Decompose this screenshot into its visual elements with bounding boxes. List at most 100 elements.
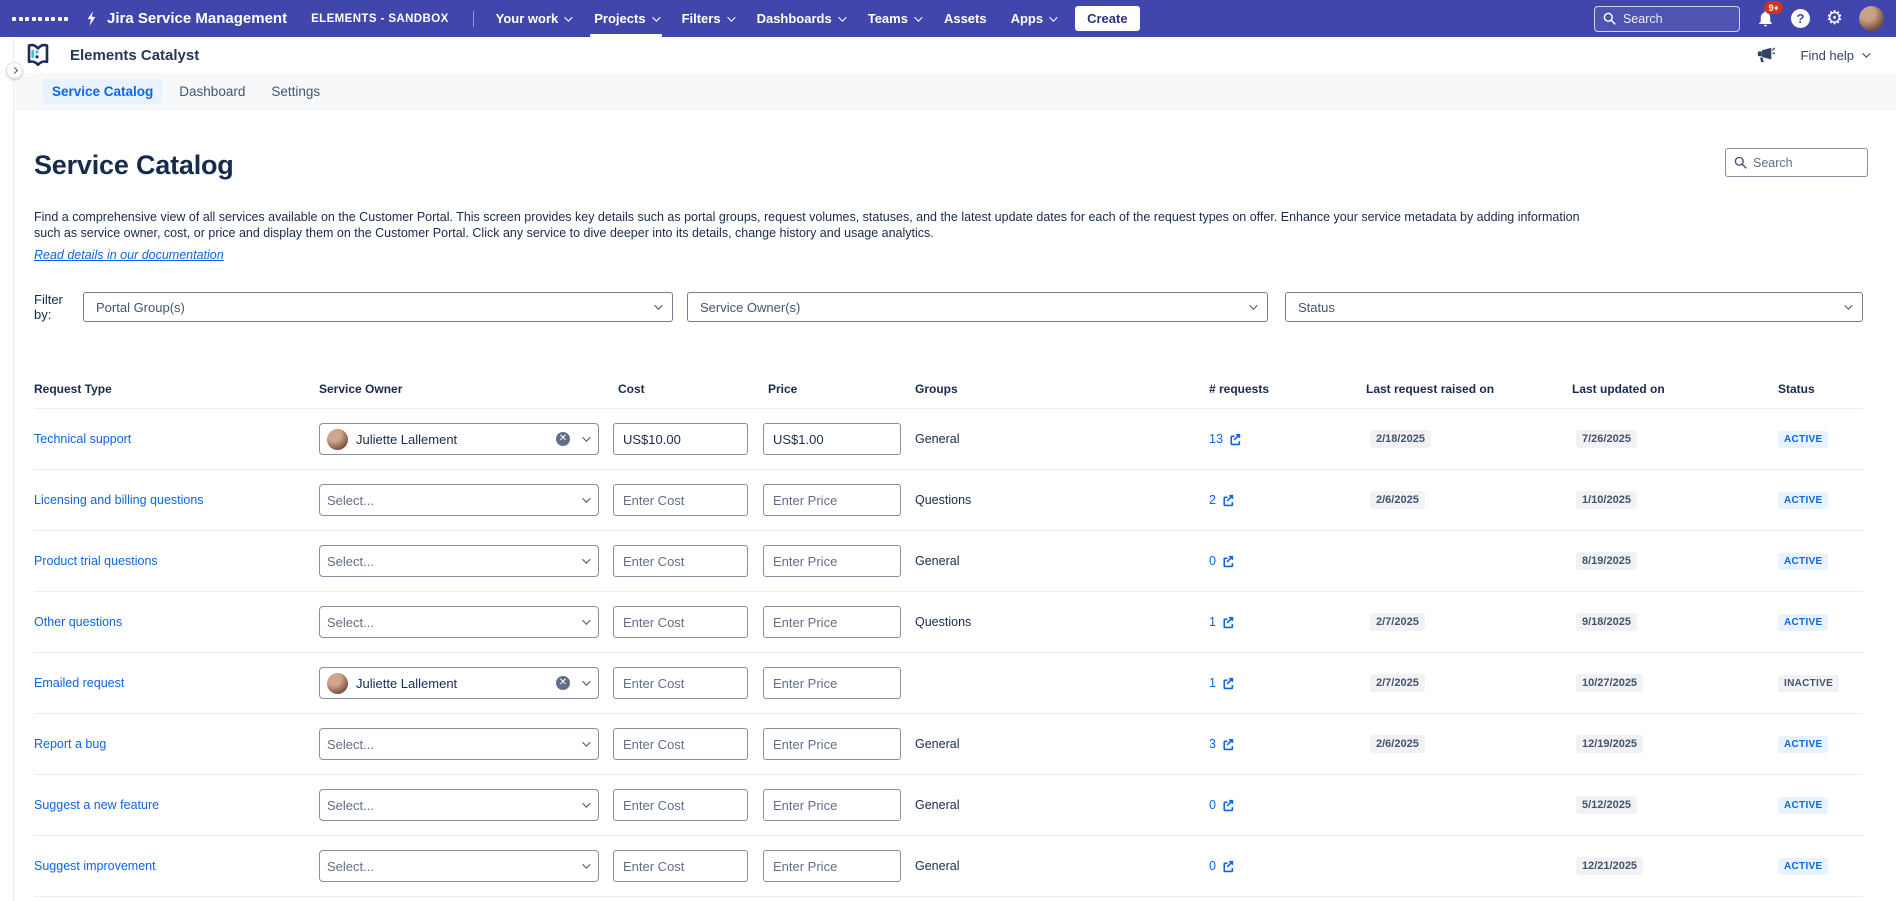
cost-input[interactable] [613, 728, 748, 760]
request-count-link[interactable]: 3 [1209, 737, 1234, 751]
price-input[interactable] [763, 484, 901, 516]
cost-input[interactable] [613, 789, 748, 821]
service-owner-select[interactable]: Juliette Lallement ✕ [319, 423, 599, 455]
status-filter[interactable]: Status [1284, 292, 1863, 322]
help-button[interactable]: ? [1790, 9, 1810, 28]
clear-owner-icon[interactable]: ✕ [556, 432, 570, 446]
expand-sidebar-button[interactable] [6, 62, 23, 79]
catalog-search[interactable] [1725, 148, 1868, 177]
external-link-icon [1223, 494, 1234, 506]
status-badge: ACTIVE [1778, 491, 1829, 509]
request-type-link[interactable]: Licensing and billing questions [34, 493, 204, 507]
create-button[interactable]: Create [1075, 6, 1140, 31]
service-owner-select[interactable]: Select... ✕ [319, 545, 599, 577]
request-count-link[interactable]: 1 [1209, 676, 1234, 690]
cost-input[interactable] [613, 423, 748, 455]
service-owner-select[interactable]: Select... ✕ [319, 606, 599, 638]
service-owner-select[interactable]: Select... ✕ [319, 789, 599, 821]
user-avatar[interactable] [1859, 6, 1884, 31]
tab-service-catalog[interactable]: Service Catalog [43, 78, 163, 104]
request-count-link[interactable]: 1 [1209, 615, 1234, 629]
owner-value: Juliette Lallement [356, 431, 458, 447]
price-input[interactable] [763, 667, 901, 699]
price-input[interactable] [763, 423, 901, 455]
price-input[interactable] [763, 850, 901, 882]
nav-item-filters[interactable]: Filters [670, 0, 745, 37]
external-link-icon [1223, 555, 1234, 567]
request-count-link[interactable]: 0 [1209, 798, 1234, 812]
nav-item-teams[interactable]: Teams [856, 0, 932, 37]
groups-value: Questions [915, 493, 972, 507]
price-input[interactable] [763, 545, 901, 577]
owner-value: Select... [327, 797, 374, 813]
request-type-link[interactable]: Technical support [34, 432, 132, 446]
service-owner-select[interactable]: Select... ✕ [319, 484, 599, 516]
request-type-link[interactable]: Emailed request [34, 676, 125, 690]
last-updated-value: 5/12/2025 [1576, 796, 1637, 814]
catalog-search-input[interactable] [1753, 155, 1859, 170]
request-count-value: 1 [1209, 615, 1216, 629]
request-count-link[interactable]: 0 [1209, 554, 1234, 568]
app-switcher-icon[interactable] [12, 16, 68, 21]
notifications-button[interactable]: 9+ [1756, 1, 1784, 28]
nav-item-projects[interactable]: Projects [582, 0, 669, 37]
price-input[interactable] [763, 789, 901, 821]
request-count-value: 13 [1209, 432, 1223, 446]
request-type-link[interactable]: Suggest improvement [34, 859, 156, 873]
cost-input[interactable] [613, 606, 748, 638]
service-owner-select[interactable]: Juliette Lallement ✕ [319, 667, 599, 699]
groups-value: General [915, 554, 960, 568]
cost-input[interactable] [613, 667, 748, 699]
request-count-value: 0 [1209, 554, 1216, 568]
owner-value: Select... [327, 614, 374, 630]
col-header-last-request-raised: Last request raised on [1366, 382, 1495, 396]
global-search-input[interactable] [1622, 11, 1731, 26]
global-search[interactable] [1593, 5, 1740, 32]
owner-avatar [327, 428, 348, 450]
request-count-link[interactable]: 13 [1209, 432, 1241, 446]
chevron-down-icon [582, 799, 591, 808]
megaphone-icon[interactable] [1755, 46, 1775, 64]
table-row: Select... ✕ [34, 897, 1863, 901]
documentation-link[interactable]: Read details in our documentation [34, 248, 224, 262]
external-link-icon [1223, 860, 1234, 872]
request-type-link[interactable]: Report a bug [34, 737, 107, 751]
service-owner-filter[interactable]: Service Owner(s) [686, 292, 1268, 322]
help-icon: ? [1790, 9, 1810, 28]
nav-item-your-work[interactable]: Your work [484, 0, 583, 37]
request-count-link[interactable]: 2 [1209, 493, 1234, 507]
last-updated-value: 8/19/2025 [1576, 552, 1637, 570]
tab-settings[interactable]: Settings [271, 83, 321, 99]
cost-input[interactable] [613, 545, 748, 577]
service-owner-select[interactable]: Select... ✕ [319, 728, 599, 760]
portal-group-filter[interactable]: Portal Group(s) [83, 292, 673, 322]
price-input[interactable] [763, 728, 901, 760]
request-count-link[interactable]: 0 [1209, 859, 1234, 873]
nav-item-assets[interactable]: Assets [943, 11, 987, 26]
request-type-link[interactable]: Suggest a new feature [34, 798, 160, 812]
request-type-link[interactable]: Other questions [34, 615, 123, 629]
nav-item-dashboards[interactable]: Dashboards [745, 0, 856, 37]
service-owner-select[interactable]: Select... ✕ [319, 850, 599, 882]
notification-count-badge: 9+ [1763, 1, 1784, 14]
find-help-dropdown[interactable]: Find help [1801, 48, 1871, 63]
status-badge: ACTIVE [1778, 796, 1829, 814]
request-type-link[interactable]: Product trial questions [34, 554, 158, 568]
last-updated-value: 7/26/2025 [1576, 430, 1637, 448]
chevron-down-icon [651, 12, 661, 22]
jira-brand[interactable]: Jira Service Management [84, 10, 287, 27]
cost-input[interactable] [613, 484, 748, 516]
nav-divider [472, 10, 474, 27]
chevron-down-icon [582, 494, 591, 503]
tab-dashboard[interactable]: Dashboard [179, 83, 246, 99]
col-header-last-updated: Last updated on [1572, 382, 1665, 396]
chevron-right-icon [10, 66, 19, 75]
groups-value: General [915, 798, 960, 812]
clear-owner-icon[interactable]: ✕ [556, 676, 570, 690]
cost-input[interactable] [613, 850, 748, 882]
top-navigation-bar: Jira Service Management ELEMENTS - SANDB… [0, 0, 1896, 37]
price-input[interactable] [763, 606, 901, 638]
external-link-icon [1223, 616, 1234, 628]
settings-button[interactable]: ⚙ [1826, 9, 1843, 28]
nav-item-apps[interactable]: Apps [999, 0, 1068, 37]
